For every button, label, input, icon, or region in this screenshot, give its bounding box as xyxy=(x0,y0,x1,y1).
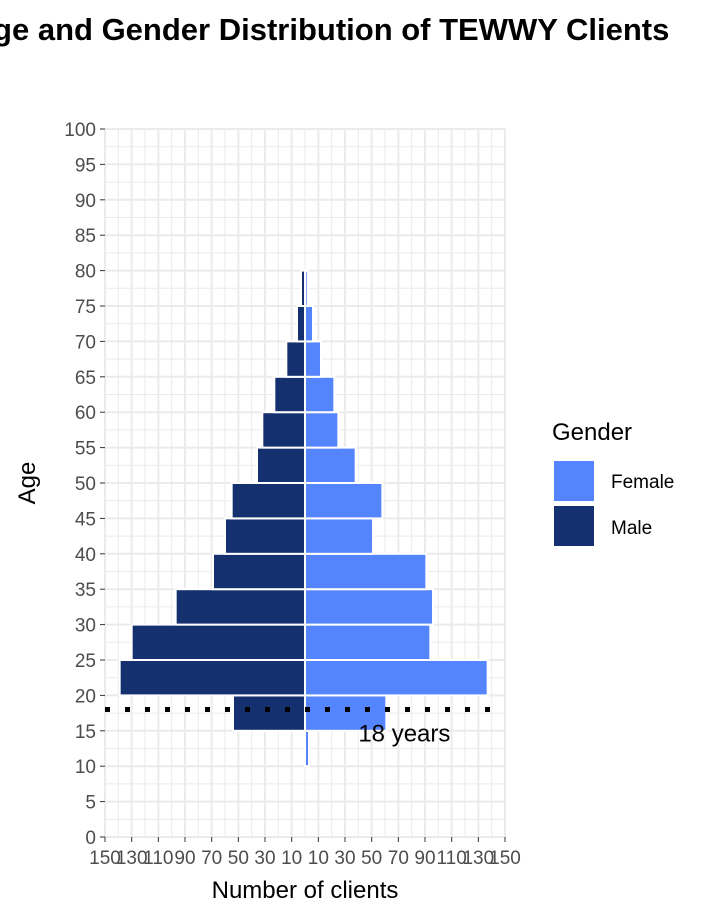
x-tick-label: 130 xyxy=(116,848,148,869)
x-tick-label: 70 xyxy=(201,848,222,869)
bar-male-age-50 xyxy=(256,446,306,485)
y-tick-label: 20 xyxy=(75,686,96,707)
x-tick-label: 30 xyxy=(334,848,355,869)
y-tick-label: 75 xyxy=(75,297,96,318)
y-tick-label: 35 xyxy=(75,580,96,601)
y-tick-label: 50 xyxy=(75,474,96,495)
bar-male-age-20 xyxy=(118,659,306,697)
bar-female-age-65 xyxy=(304,340,322,378)
y-tick-label: 25 xyxy=(75,651,96,672)
bar-male-age-55 xyxy=(261,411,307,449)
y-tick-label: 55 xyxy=(75,439,96,460)
y-tick-label: 5 xyxy=(85,793,96,814)
y-tick-label: 30 xyxy=(75,616,96,637)
legend: Gender Female Male xyxy=(552,419,674,546)
x-tick-label: 30 xyxy=(254,848,275,869)
x-tick-label: 70 xyxy=(388,848,409,869)
y-tick-label: 60 xyxy=(75,403,96,424)
y-tick-label: 85 xyxy=(75,226,96,247)
reference-line-group: 18 years xyxy=(105,707,505,748)
bar-female-age-45 xyxy=(304,482,384,520)
legend-swatch-female xyxy=(554,461,594,501)
x-tick-label: 10 xyxy=(308,848,329,869)
x-tick-label: 90 xyxy=(414,848,435,869)
bar-male-age-40 xyxy=(224,517,306,555)
bar-male-age-35 xyxy=(212,552,306,591)
reference-line-label: 18 years xyxy=(358,721,450,748)
chart-title: Age and Gender Distribution of TEWWY Cli… xyxy=(0,12,669,47)
bar-male-age-70 xyxy=(296,305,306,343)
y-tick-label: 70 xyxy=(75,332,96,353)
bars xyxy=(118,269,489,768)
x-tick-label: 110 xyxy=(437,848,467,869)
bar-male-age-65 xyxy=(285,340,307,378)
x-tick-label: 50 xyxy=(361,848,382,869)
x-axis-title: Number of clients xyxy=(212,877,399,904)
legend-label-male: Male xyxy=(611,518,652,539)
y-tick-label: 40 xyxy=(75,545,96,566)
bar-female-age-25 xyxy=(304,623,432,661)
y-axis-title: Age xyxy=(14,462,41,505)
y-axis-ticks: 0 5 10 15 20 25 30 35 40 45 50 55 60 65 70 75 80 85 90 95 10… xyxy=(64,120,105,849)
bar-female-age-70 xyxy=(304,305,314,343)
y-tick-label: 80 xyxy=(75,262,96,283)
y-tick-label: 100 xyxy=(64,120,96,141)
bar-female-age-30 xyxy=(304,588,434,626)
bar-female-age-40 xyxy=(304,517,374,555)
bar-female-age-20 xyxy=(304,659,489,697)
legend-swatch-male xyxy=(554,506,594,546)
legend-title: Gender xyxy=(552,419,632,446)
x-tick-label: 50 xyxy=(228,848,249,869)
y-tick-label: 10 xyxy=(75,757,96,778)
x-tick-label: 150 xyxy=(89,848,121,869)
y-tick-label: 65 xyxy=(75,368,96,389)
bar-female-age-10 xyxy=(304,729,310,768)
bar-female-age-75 xyxy=(304,269,309,308)
y-tick-label: 95 xyxy=(75,155,96,176)
x-tick-label: 110 xyxy=(143,848,173,869)
legend-label-female: Female xyxy=(611,472,674,493)
bar-male-age-30 xyxy=(174,588,306,626)
bar-male-age-60 xyxy=(273,375,307,414)
bar-female-age-50 xyxy=(304,446,357,485)
y-tick-label: 15 xyxy=(75,722,96,743)
x-tick-label: 90 xyxy=(174,848,195,869)
y-tick-label: 0 xyxy=(85,828,96,849)
bar-male-age-45 xyxy=(230,482,307,520)
y-tick-label: 90 xyxy=(75,191,96,212)
x-tick-label: 150 xyxy=(489,848,521,869)
bar-male-age-15 xyxy=(232,694,306,732)
bar-female-age-15 xyxy=(304,694,388,732)
bar-male-age-25 xyxy=(130,623,306,661)
x-tick-label: 130 xyxy=(462,848,494,869)
bar-female-age-60 xyxy=(304,375,336,414)
bar-female-age-35 xyxy=(304,552,428,591)
y-tick-label: 45 xyxy=(75,509,96,530)
x-tick-label: 10 xyxy=(281,848,302,869)
bar-female-age-55 xyxy=(304,411,340,449)
